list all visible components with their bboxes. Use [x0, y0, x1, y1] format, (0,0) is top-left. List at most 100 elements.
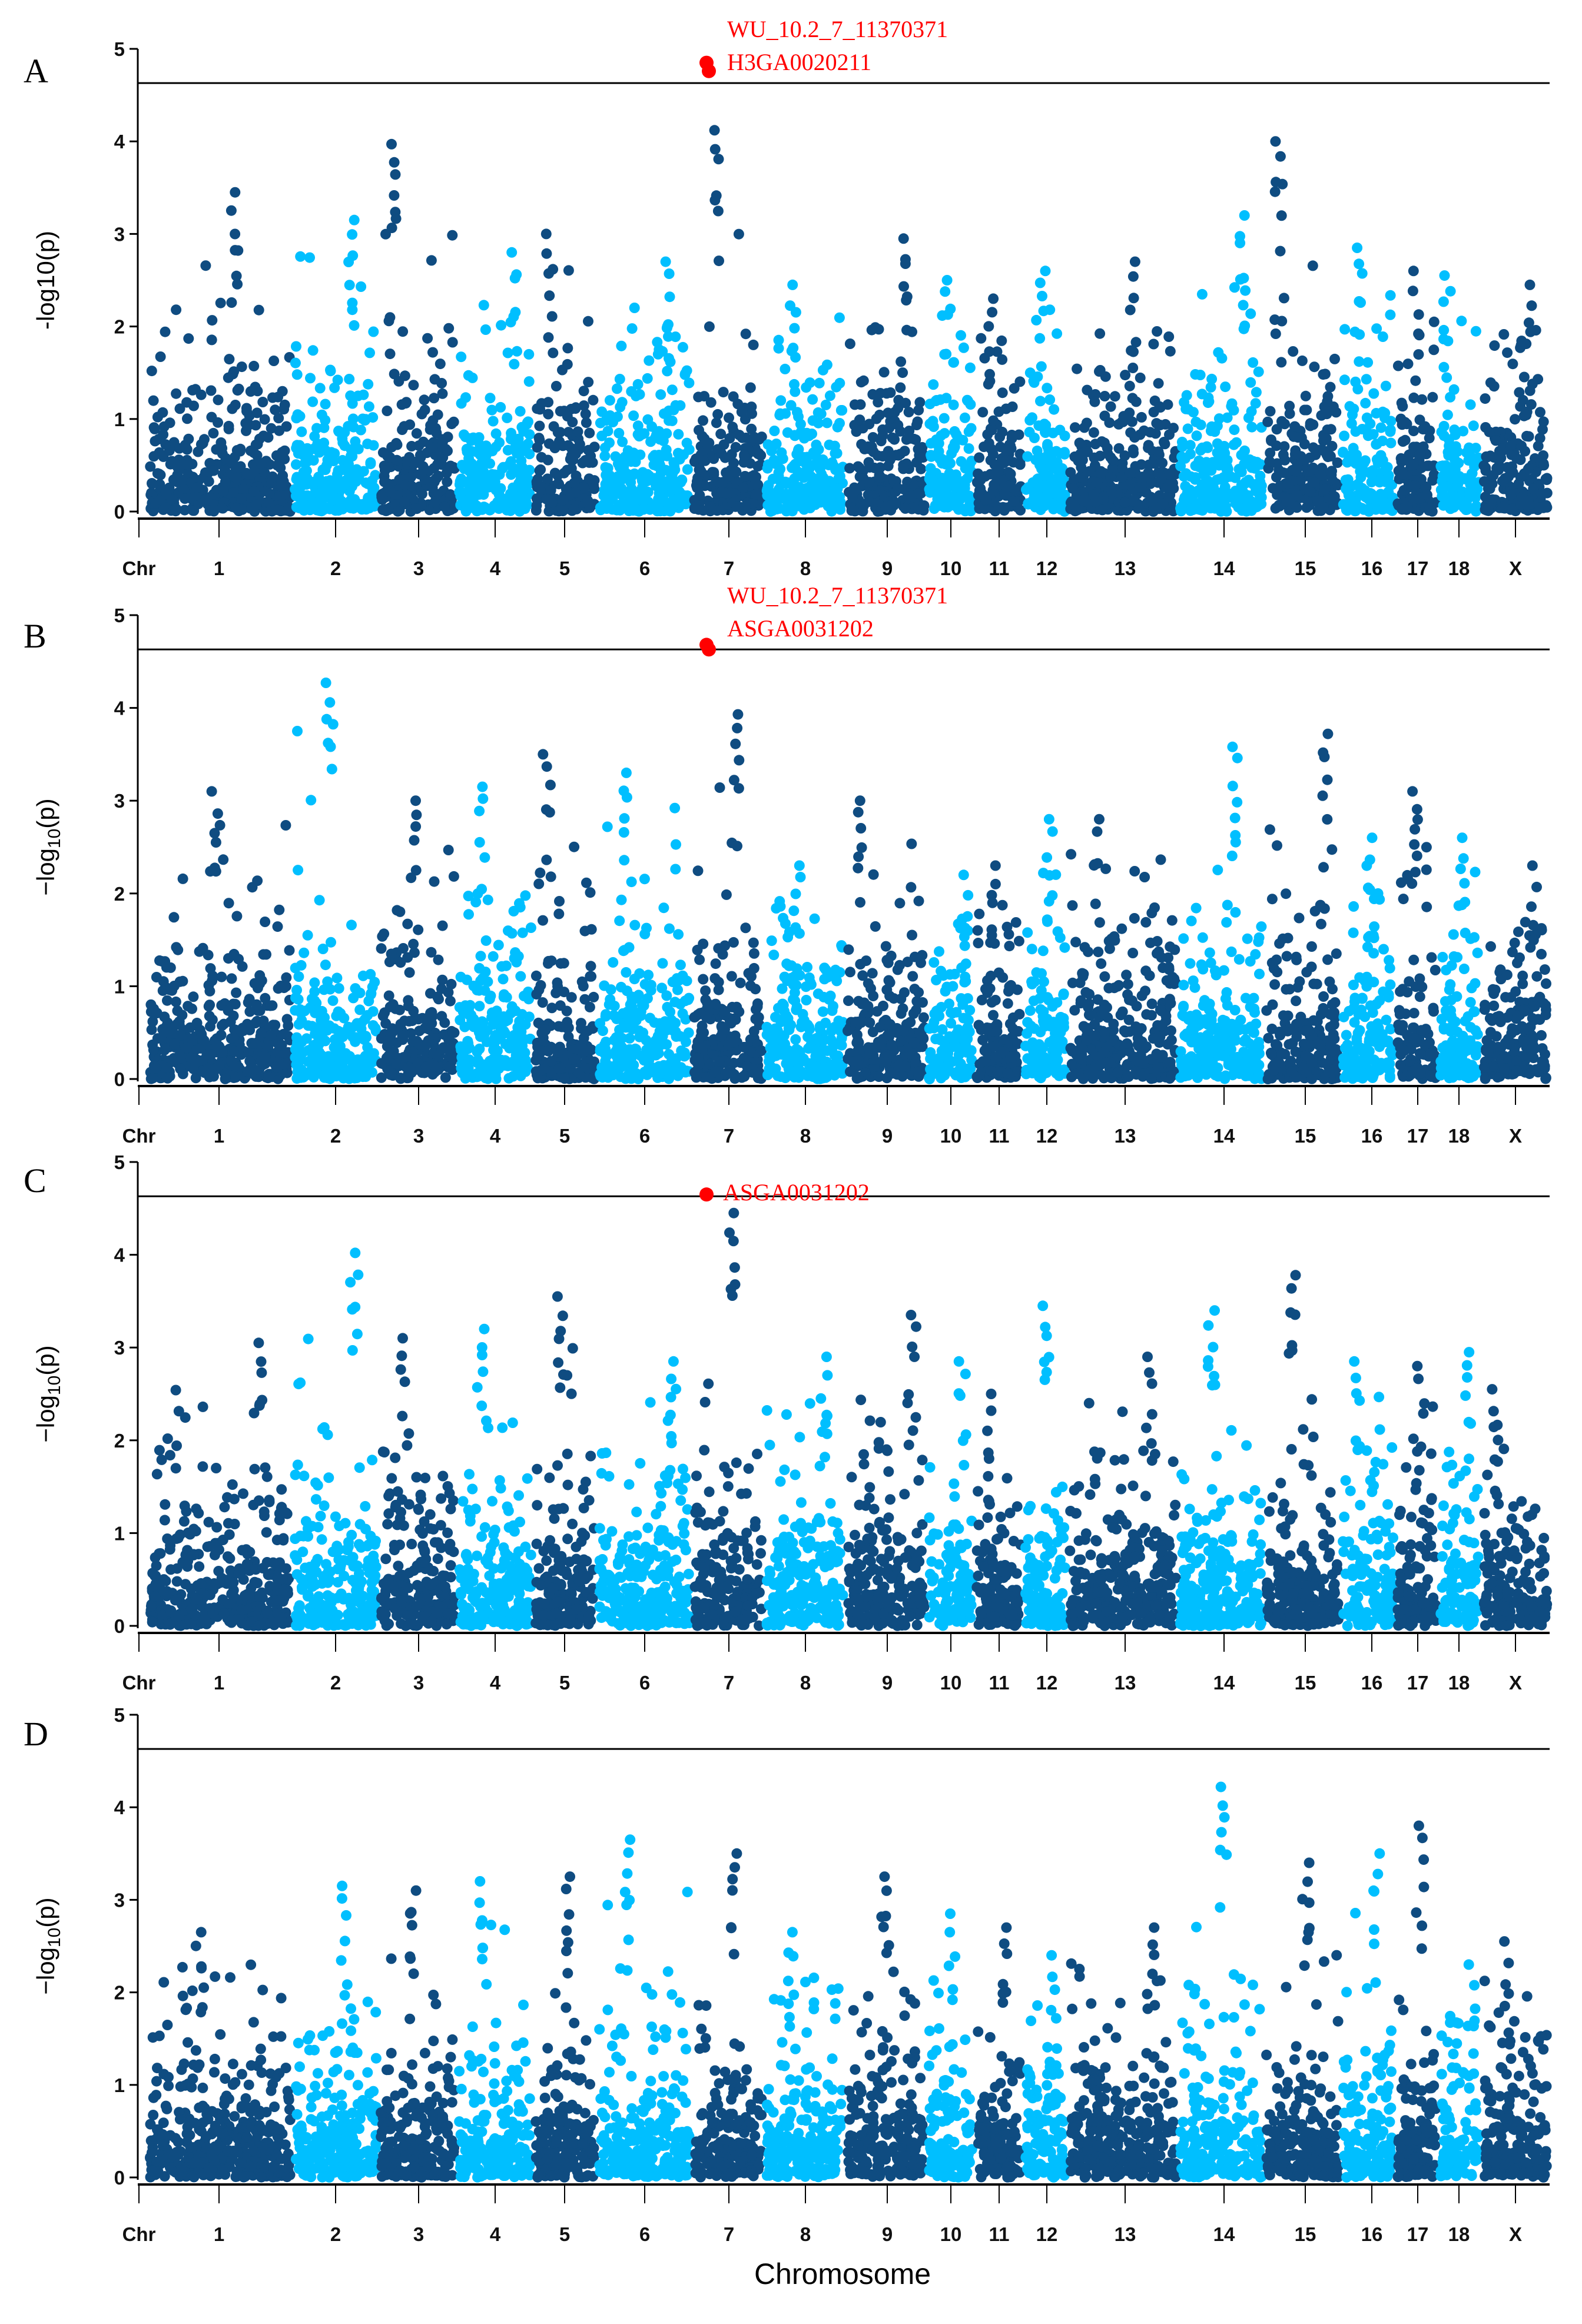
data-point [1195, 444, 1206, 456]
data-point [1202, 397, 1213, 409]
data-point [666, 384, 678, 396]
data-point [158, 429, 169, 440]
data-point [1362, 503, 1374, 514]
data-point [266, 423, 277, 434]
data-point [812, 407, 824, 418]
peak-point [541, 248, 552, 259]
data-point [1453, 457, 1464, 469]
data-point [583, 377, 594, 388]
data-point [963, 443, 974, 454]
data-point [581, 877, 592, 888]
data-point [1464, 444, 1475, 456]
data-point [1535, 407, 1545, 418]
y-tick-label: 4 [114, 131, 125, 152]
data-point [524, 429, 535, 440]
data-point [1520, 446, 1531, 457]
data-point [1397, 469, 1408, 480]
data-point [734, 430, 745, 441]
data-point [317, 944, 329, 954]
peak-point [1349, 326, 1361, 337]
data-point [251, 999, 262, 1010]
peak-point [1357, 268, 1368, 279]
data-point [561, 1022, 572, 1034]
data-point [516, 483, 527, 494]
data-point [558, 440, 568, 451]
data-point [1043, 470, 1054, 482]
peak-point [1354, 258, 1365, 270]
data-point [480, 502, 491, 513]
data-point [429, 393, 440, 404]
data-point [485, 393, 496, 404]
peak-point [1413, 349, 1424, 360]
data-point [1484, 426, 1495, 437]
data-point [376, 1072, 387, 1083]
x-tick-label: 13 [1115, 557, 1136, 579]
data-point [1362, 428, 1374, 439]
data-point [149, 423, 160, 434]
data-point [1197, 505, 1208, 516]
data-point [489, 500, 500, 511]
data-point [508, 482, 519, 493]
data-point [503, 1073, 515, 1084]
data-point [1288, 346, 1299, 357]
data-point [388, 1046, 399, 1057]
data-point [602, 413, 613, 424]
data-point [182, 413, 193, 424]
data-point [903, 491, 913, 502]
data-point [396, 399, 407, 410]
data-point [628, 410, 639, 421]
data-point [899, 446, 910, 457]
data-point [712, 409, 724, 420]
data-point [292, 488, 303, 499]
data-point [1107, 454, 1118, 466]
data-point [523, 348, 535, 360]
data-point [1090, 439, 1101, 450]
data-point [1127, 363, 1139, 373]
data-point [568, 1053, 579, 1064]
peak-point [544, 290, 555, 301]
data-point [496, 320, 507, 331]
data-point [208, 427, 219, 439]
data-point [403, 1063, 414, 1074]
data-point [804, 377, 815, 389]
data-point [1375, 422, 1387, 433]
data-point [448, 871, 459, 882]
data-point [602, 496, 613, 507]
data-point [510, 947, 521, 958]
data-point [1040, 424, 1052, 436]
data-point [1490, 435, 1501, 446]
data-point [400, 1051, 411, 1063]
data-point [274, 904, 285, 915]
peak-point [984, 346, 995, 357]
data-point [689, 502, 700, 513]
data-point [608, 489, 619, 500]
x-tick-label: 1 [214, 557, 224, 579]
data-point [468, 1021, 479, 1032]
peak-point [1235, 274, 1246, 285]
data-point [1245, 377, 1256, 388]
data-point [1505, 489, 1516, 500]
data-point [1507, 358, 1518, 370]
peak-point [940, 286, 951, 297]
data-point [977, 407, 989, 418]
peak-point [390, 213, 402, 224]
peak-point [548, 347, 559, 358]
data-point [557, 364, 568, 376]
data-point [655, 389, 666, 400]
data-point [429, 463, 440, 474]
data-point [218, 854, 229, 865]
data-point [773, 334, 784, 346]
x-tick-label: 11 [989, 557, 1010, 579]
peak-point [714, 255, 724, 267]
data-point [898, 463, 909, 474]
data-point [928, 503, 940, 514]
data-point [150, 436, 161, 447]
data-point [346, 919, 357, 931]
data-point [553, 479, 565, 490]
data-point [486, 404, 498, 416]
data-point [397, 326, 409, 337]
y-tick-label: 0 [114, 1068, 125, 1090]
data-point [425, 988, 436, 999]
data-point [585, 961, 596, 972]
